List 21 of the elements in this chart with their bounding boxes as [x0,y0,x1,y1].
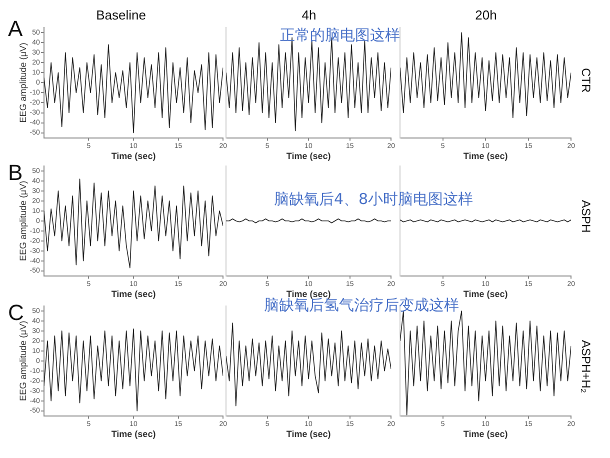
y-axis-title: EEG amplitude (μV) [18,320,28,402]
chart-title: Baseline [96,7,146,22]
x-axis-title: Time (sec) [111,151,156,162]
x-axis-title: Time (sec) [286,151,331,162]
x-axis-title: Time (sec) [111,289,156,300]
text: A [8,16,23,42]
annotation: 正常的脑电图这样 [280,26,400,45]
text: CTR [579,68,593,93]
chart-title: 20h [475,7,497,22]
x-axis-title: Time (sec) [463,151,508,162]
text: ASPH [579,200,593,233]
y-axis-title: EEG amplitude (μV) [18,42,28,123]
text: ASPH+H₂ [579,340,593,394]
x-axis-title: Time (sec) [463,289,508,300]
annotation: 脑缺氧后4、8小时脑电图这样 [274,190,474,209]
chart-title: 4h [302,7,316,22]
x-axis-title: Time (sec) [463,429,508,440]
y-axis-title: EEG amplitude (μV) [18,180,28,262]
x-axis-title: Time (sec) [111,429,156,440]
x-axis-title: Time (sec) [286,429,331,440]
x-axis-title: Time (sec) [286,289,331,300]
